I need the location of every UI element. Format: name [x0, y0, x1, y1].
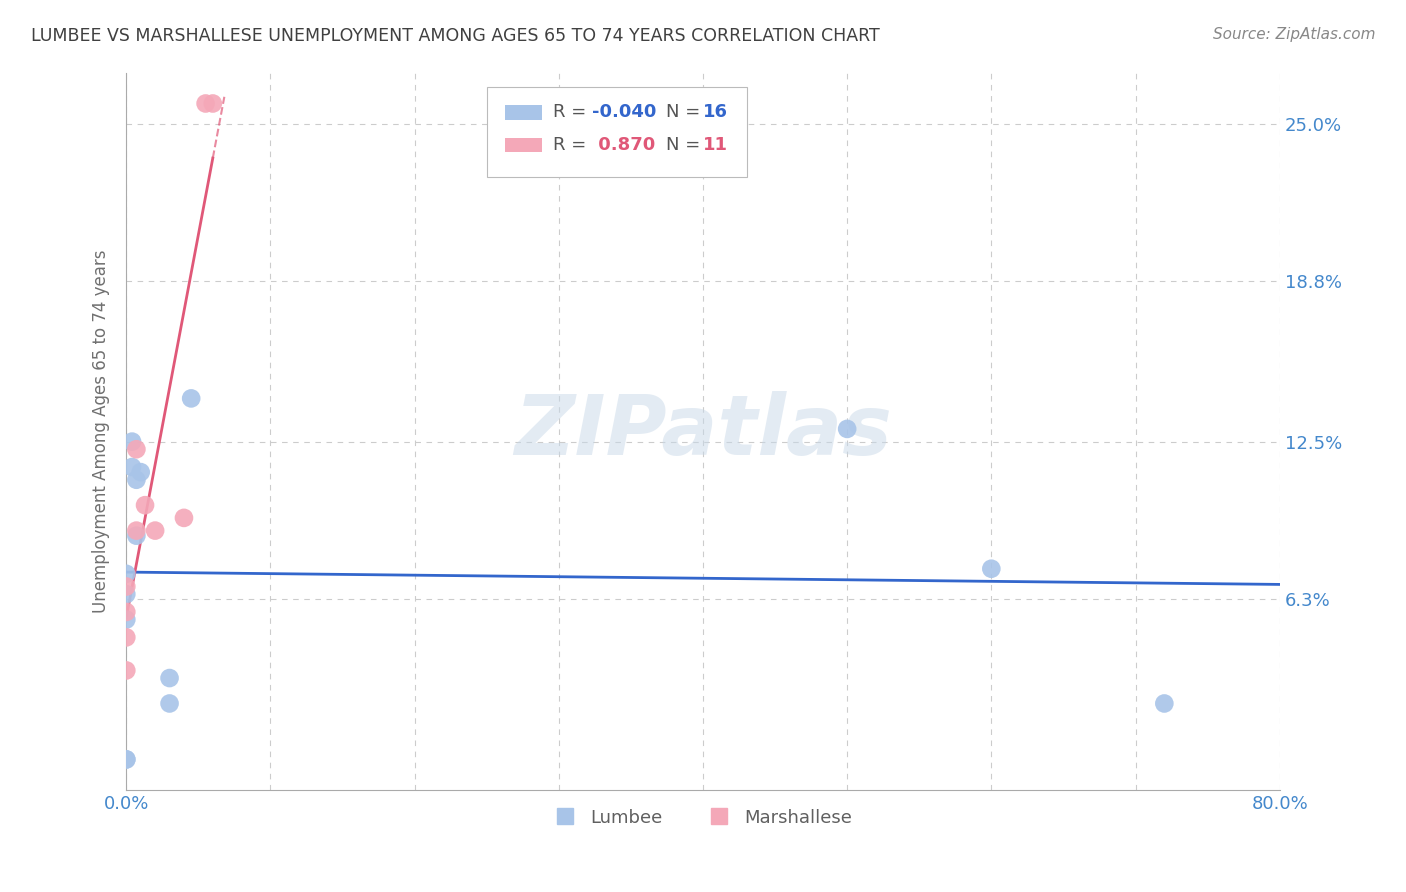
Point: [115, 752, 138, 766]
Point: [121, 434, 143, 449]
Point: [125, 524, 148, 538]
Point: [980, 562, 1002, 576]
FancyBboxPatch shape: [505, 137, 541, 152]
Text: -0.040: -0.040: [592, 103, 657, 121]
Text: LUMBEE VS MARSHALLESE UNEMPLOYMENT AMONG AGES 65 TO 74 YEARS CORRELATION CHART: LUMBEE VS MARSHALLESE UNEMPLOYMENT AMONG…: [31, 27, 880, 45]
Text: 11: 11: [703, 136, 728, 153]
Point: [125, 529, 148, 543]
Y-axis label: Unemployment Among Ages 65 to 74 years: Unemployment Among Ages 65 to 74 years: [93, 250, 110, 613]
Point: [143, 524, 166, 538]
Point: [115, 566, 138, 581]
Point: [115, 605, 138, 619]
Point: [173, 511, 195, 525]
Point: [121, 460, 143, 475]
Text: 0.870: 0.870: [592, 136, 655, 153]
Point: [115, 752, 138, 766]
Point: [125, 473, 148, 487]
Legend: Lumbee, Marshallese: Lumbee, Marshallese: [547, 802, 859, 835]
Text: 16: 16: [703, 103, 728, 121]
Point: [1153, 697, 1175, 711]
Point: [115, 587, 138, 601]
Point: [159, 697, 181, 711]
Point: [115, 631, 138, 645]
Text: ZIPatlas: ZIPatlas: [515, 391, 891, 472]
Point: [194, 96, 217, 111]
Point: [115, 664, 138, 678]
Text: N =: N =: [666, 136, 706, 153]
Text: N =: N =: [666, 103, 706, 121]
Point: [129, 465, 152, 479]
Point: [837, 422, 859, 436]
Text: R =: R =: [553, 136, 592, 153]
Text: R =: R =: [553, 103, 592, 121]
Point: [201, 96, 224, 111]
Point: [180, 392, 202, 406]
Point: [134, 498, 156, 512]
Point: [125, 442, 148, 457]
Point: [115, 580, 138, 594]
Text: Source: ZipAtlas.com: Source: ZipAtlas.com: [1212, 27, 1375, 42]
FancyBboxPatch shape: [505, 105, 541, 120]
FancyBboxPatch shape: [488, 87, 747, 177]
Point: [115, 613, 138, 627]
Point: [159, 671, 181, 685]
